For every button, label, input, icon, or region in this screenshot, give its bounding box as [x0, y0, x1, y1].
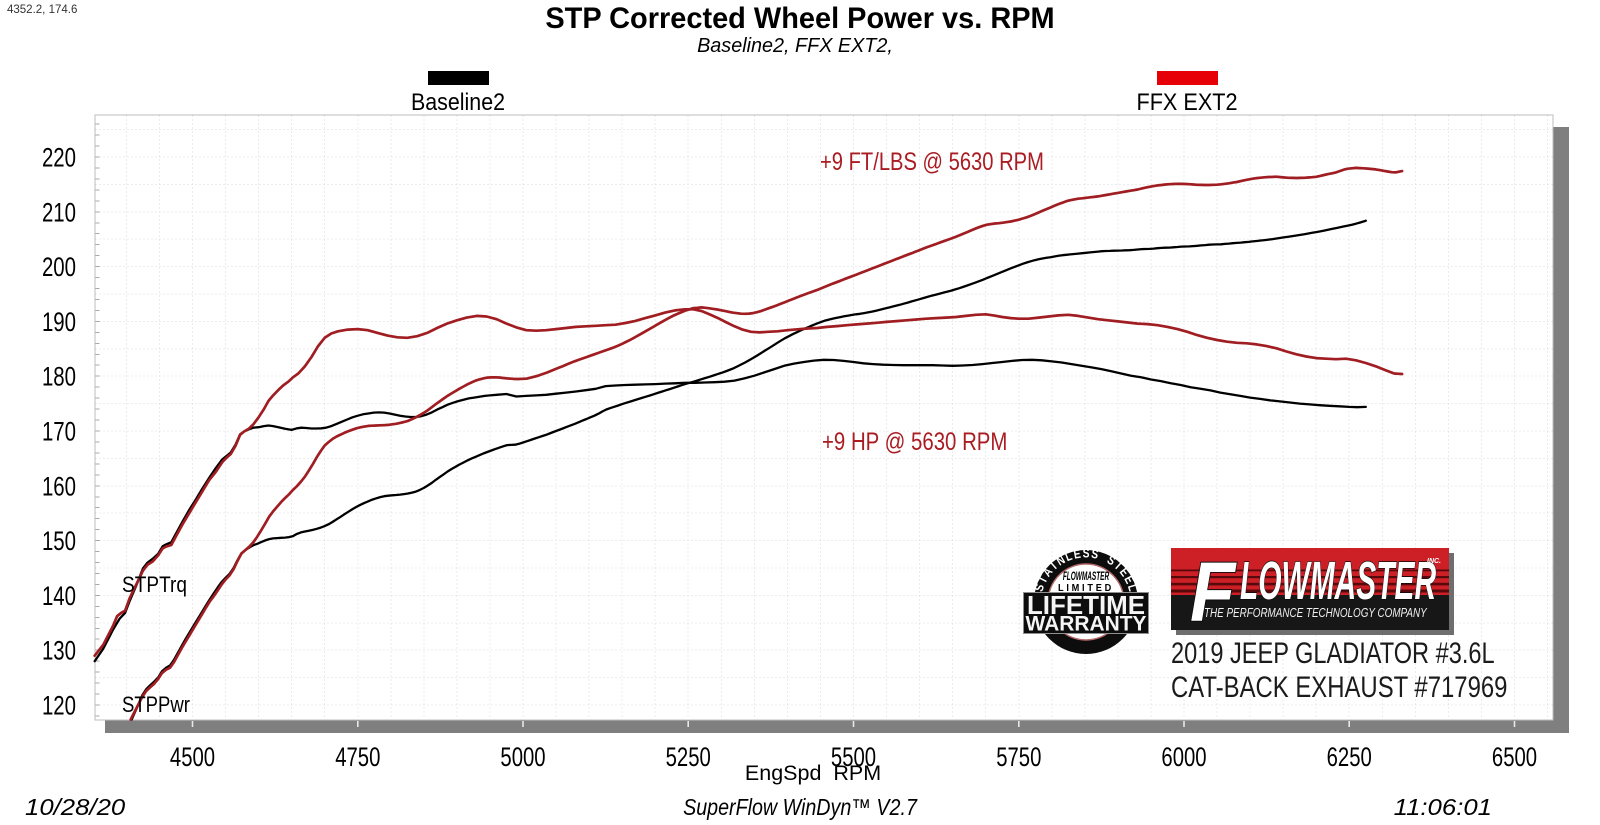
svg-text:CAT-BACK EXHAUST #717969: CAT-BACK EXHAUST #717969: [1171, 669, 1507, 703]
svg-text:WARRANTY: WARRANTY: [1025, 612, 1146, 635]
svg-text:STPPwr: STPPwr: [122, 694, 190, 718]
svg-text:4352.2, 174.6: 4352.2, 174.6: [7, 4, 77, 16]
svg-text:4750: 4750: [335, 742, 380, 773]
svg-text:STPTrq: STPTrq: [122, 573, 187, 598]
svg-text:Baseline2: Baseline2: [411, 88, 505, 115]
svg-text:6000: 6000: [1161, 742, 1206, 773]
svg-text:INC.: INC.: [1427, 558, 1441, 565]
svg-text:2019 JEEP GLADIATOR #3.6L: 2019 JEEP GLADIATOR #3.6L: [1171, 636, 1495, 669]
svg-text:170: 170: [42, 417, 76, 447]
svg-text:EngSpd RPM: EngSpd RPM: [745, 761, 881, 785]
svg-text:Baseline2, FFX EXT2,: Baseline2, FFX EXT2,: [697, 35, 893, 57]
svg-text:180: 180: [42, 362, 76, 392]
svg-text:5000: 5000: [500, 742, 545, 773]
svg-text:120: 120: [42, 691, 76, 721]
svg-text:F: F: [1190, 545, 1238, 639]
svg-text:LIMITED: LIMITED: [1058, 583, 1114, 594]
svg-text:S: S: [1033, 583, 1048, 594]
svg-text:THE PERFORMANCE TECHNOLOGY COM: THE PERFORMANCE TECHNOLOGY COMPANY: [1204, 607, 1428, 620]
svg-text:200: 200: [42, 252, 76, 282]
svg-text:10/28/20: 10/28/20: [25, 795, 126, 820]
svg-text:LIFETIME: LIFETIME: [1027, 590, 1145, 620]
svg-text:220: 220: [42, 143, 76, 173]
svg-text:L: L: [1064, 550, 1075, 564]
svg-text:S: S: [1083, 548, 1090, 561]
svg-text:L: L: [1125, 583, 1139, 593]
svg-text:160: 160: [42, 472, 76, 502]
svg-text:FFX EXT2: FFX EXT2: [1137, 88, 1238, 115]
svg-text:STP Corrected Wheel Power vs.: STP Corrected Wheel Power vs. RPM: [545, 2, 1054, 36]
svg-text:6500: 6500: [1492, 742, 1537, 773]
svg-text:I: I: [1049, 560, 1060, 572]
svg-text:5750: 5750: [996, 742, 1041, 773]
svg-text:E: E: [1073, 548, 1082, 562]
svg-text:S: S: [1090, 548, 1099, 562]
svg-text:+9 HP @ 5630 RPM: +9 HP @ 5630 RPM: [822, 427, 1007, 455]
svg-text:FLOWMASTER: FLOWMASTER: [1063, 570, 1109, 584]
svg-text:4500: 4500: [170, 742, 215, 773]
svg-text:11:06:01: 11:06:01: [1394, 795, 1492, 820]
svg-text:130: 130: [42, 636, 76, 666]
svg-text:5500: 5500: [831, 742, 876, 773]
svg-text:150: 150: [42, 526, 76, 556]
svg-text:+9 FT/LBS @ 5630 RPM: +9 FT/LBS @ 5630 RPM: [820, 147, 1044, 176]
svg-text:140: 140: [42, 581, 76, 611]
svg-text:210: 210: [42, 198, 76, 228]
svg-text:5250: 5250: [666, 742, 711, 773]
svg-text:LOWMASTER: LOWMASTER: [1240, 551, 1436, 612]
svg-text:SuperFlow WinDyn™ V2.7: SuperFlow WinDyn™ V2.7: [683, 795, 918, 820]
svg-text:190: 190: [42, 307, 76, 337]
svg-text:6250: 6250: [1327, 742, 1372, 773]
svg-text:T: T: [1036, 574, 1051, 586]
